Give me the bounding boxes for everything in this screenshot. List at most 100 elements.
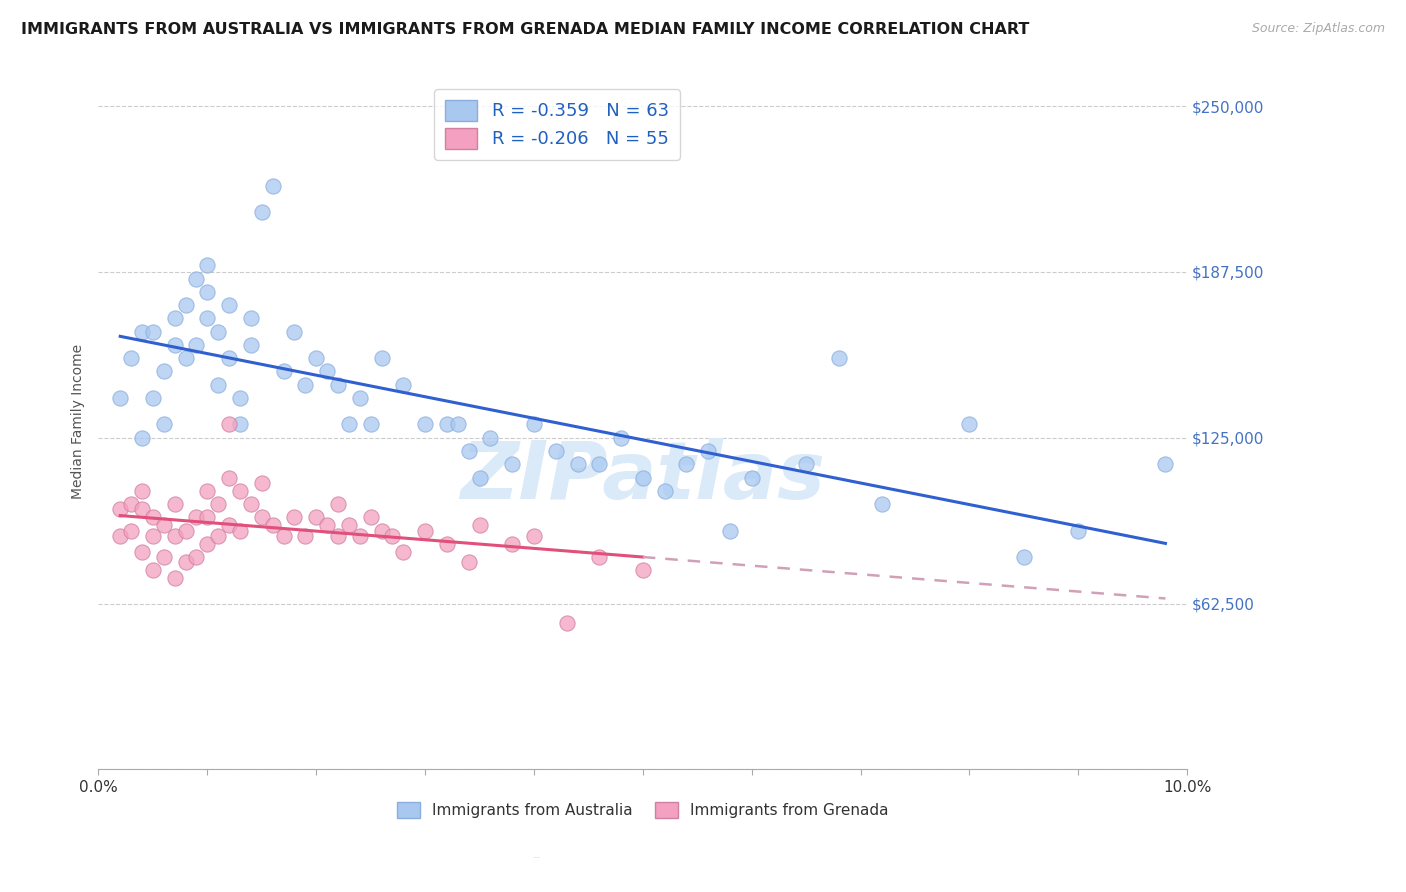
- Point: [163, 529, 186, 543]
- Text: #A8C8F0: #A8C8F0: [534, 857, 541, 858]
- Point: [229, 483, 252, 498]
- Point: [195, 483, 218, 498]
- Point: [468, 518, 491, 533]
- Point: [163, 571, 186, 585]
- Point: [207, 325, 229, 339]
- Point: [250, 510, 273, 524]
- Point: [262, 178, 284, 193]
- Point: [195, 510, 218, 524]
- Point: [283, 510, 305, 524]
- Point: [794, 457, 817, 471]
- Point: [610, 431, 633, 445]
- Point: [131, 483, 153, 498]
- Point: [326, 377, 349, 392]
- Point: [360, 417, 382, 432]
- Point: [959, 417, 981, 432]
- Point: [413, 417, 436, 432]
- Point: [567, 457, 589, 471]
- Point: [218, 351, 240, 366]
- Point: [186, 510, 208, 524]
- Point: [195, 258, 218, 272]
- Point: [872, 497, 894, 511]
- Point: [229, 524, 252, 538]
- Point: [250, 205, 273, 219]
- Point: [1067, 524, 1090, 538]
- Point: [229, 417, 252, 432]
- Point: [218, 417, 240, 432]
- Point: [457, 555, 479, 569]
- Legend: Immigrants from Australia, Immigrants from Grenada: Immigrants from Australia, Immigrants fr…: [391, 797, 896, 824]
- Point: [229, 391, 252, 405]
- Point: [588, 550, 610, 565]
- Point: [142, 529, 165, 543]
- Point: [218, 298, 240, 312]
- Point: [447, 417, 470, 432]
- Point: [741, 470, 763, 484]
- Point: [262, 518, 284, 533]
- Point: [360, 510, 382, 524]
- Point: [349, 391, 371, 405]
- Point: [675, 457, 697, 471]
- Point: [142, 325, 165, 339]
- Point: [381, 529, 404, 543]
- Text: ZIPatlas: ZIPatlas: [460, 438, 825, 516]
- Point: [142, 391, 165, 405]
- Point: [131, 325, 153, 339]
- Point: [588, 457, 610, 471]
- Point: [436, 417, 458, 432]
- Point: [326, 529, 349, 543]
- Point: [108, 529, 131, 543]
- Point: [131, 431, 153, 445]
- Point: [131, 545, 153, 559]
- Point: [108, 391, 131, 405]
- Point: [468, 470, 491, 484]
- Point: [163, 311, 186, 326]
- Point: [120, 524, 142, 538]
- Point: [370, 524, 392, 538]
- Point: [544, 444, 567, 458]
- Point: [479, 431, 502, 445]
- Point: [163, 497, 186, 511]
- Point: [142, 510, 165, 524]
- Point: [501, 457, 523, 471]
- Point: [152, 550, 174, 565]
- Point: [152, 417, 174, 432]
- Point: [273, 364, 295, 378]
- Point: [631, 470, 654, 484]
- Point: [305, 351, 328, 366]
- Point: [370, 351, 392, 366]
- Text: Source: ZipAtlas.com: Source: ZipAtlas.com: [1251, 22, 1385, 36]
- Point: [523, 529, 546, 543]
- Point: [631, 563, 654, 577]
- Point: [207, 529, 229, 543]
- Text: IMMIGRANTS FROM AUSTRALIA VS IMMIGRANTS FROM GRENADA MEDIAN FAMILY INCOME CORREL: IMMIGRANTS FROM AUSTRALIA VS IMMIGRANTS …: [21, 22, 1029, 37]
- Point: [273, 529, 295, 543]
- Point: [207, 497, 229, 511]
- Point: [195, 537, 218, 551]
- Point: [654, 483, 676, 498]
- Point: [120, 351, 142, 366]
- Point: [392, 545, 415, 559]
- Point: [828, 351, 851, 366]
- Point: [174, 298, 197, 312]
- Point: [457, 444, 479, 458]
- Point: [718, 524, 741, 538]
- Point: [501, 537, 523, 551]
- Point: [239, 311, 262, 326]
- Point: [294, 377, 316, 392]
- Point: [326, 497, 349, 511]
- Y-axis label: Median Family Income: Median Family Income: [72, 343, 86, 499]
- Point: [283, 325, 305, 339]
- Point: [186, 550, 208, 565]
- Point: [174, 524, 197, 538]
- Point: [316, 518, 339, 533]
- Point: [436, 537, 458, 551]
- Point: [239, 338, 262, 352]
- Point: [152, 364, 174, 378]
- Point: [392, 377, 415, 392]
- Point: [218, 518, 240, 533]
- Point: [316, 364, 339, 378]
- Point: [523, 417, 546, 432]
- Point: [186, 271, 208, 285]
- Point: [337, 417, 360, 432]
